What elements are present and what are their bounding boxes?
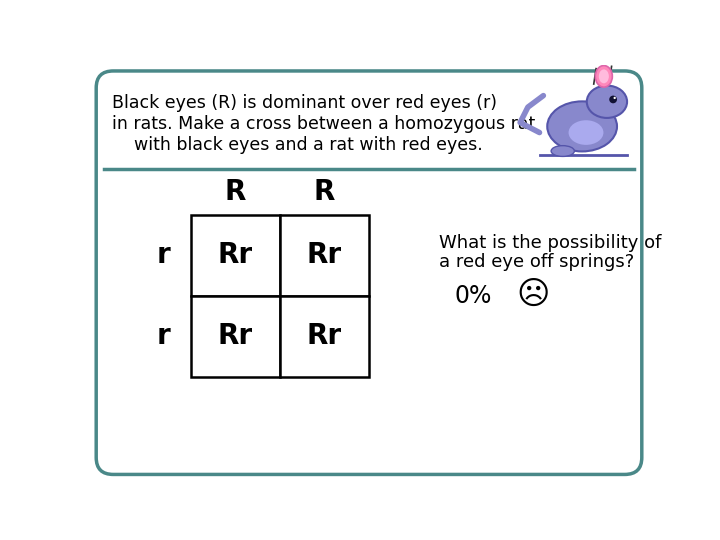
- Bar: [280, 215, 369, 296]
- Text: r: r: [157, 322, 171, 350]
- Ellipse shape: [569, 120, 603, 145]
- Ellipse shape: [551, 146, 575, 157]
- Bar: [191, 296, 280, 377]
- Text: R: R: [314, 178, 335, 206]
- Text: ☹: ☹: [516, 280, 549, 311]
- Text: in rats. Make a cross between a homozygous rat: in rats. Make a cross between a homozygo…: [112, 115, 535, 133]
- Text: What is the possibility of: What is the possibility of: [438, 234, 661, 252]
- Text: R: R: [225, 178, 246, 206]
- Ellipse shape: [587, 85, 627, 118]
- Bar: [191, 215, 280, 296]
- Text: r: r: [157, 241, 171, 269]
- Text: Rr: Rr: [217, 241, 253, 269]
- Bar: [280, 296, 369, 377]
- Ellipse shape: [595, 65, 612, 87]
- Circle shape: [609, 96, 617, 103]
- FancyBboxPatch shape: [96, 71, 642, 475]
- Text: with black eyes and a rat with red eyes.: with black eyes and a rat with red eyes.: [112, 136, 482, 154]
- Text: Rr: Rr: [217, 322, 253, 350]
- Text: Rr: Rr: [307, 322, 342, 350]
- Circle shape: [613, 97, 616, 99]
- Ellipse shape: [547, 102, 617, 151]
- Text: Black eyes (R) is dominant over red eyes (r): Black eyes (R) is dominant over red eyes…: [112, 94, 497, 112]
- Text: a red eye off springs?: a red eye off springs?: [438, 253, 634, 272]
- Text: 0%: 0%: [454, 284, 492, 308]
- Ellipse shape: [599, 70, 609, 83]
- Text: Rr: Rr: [307, 241, 342, 269]
